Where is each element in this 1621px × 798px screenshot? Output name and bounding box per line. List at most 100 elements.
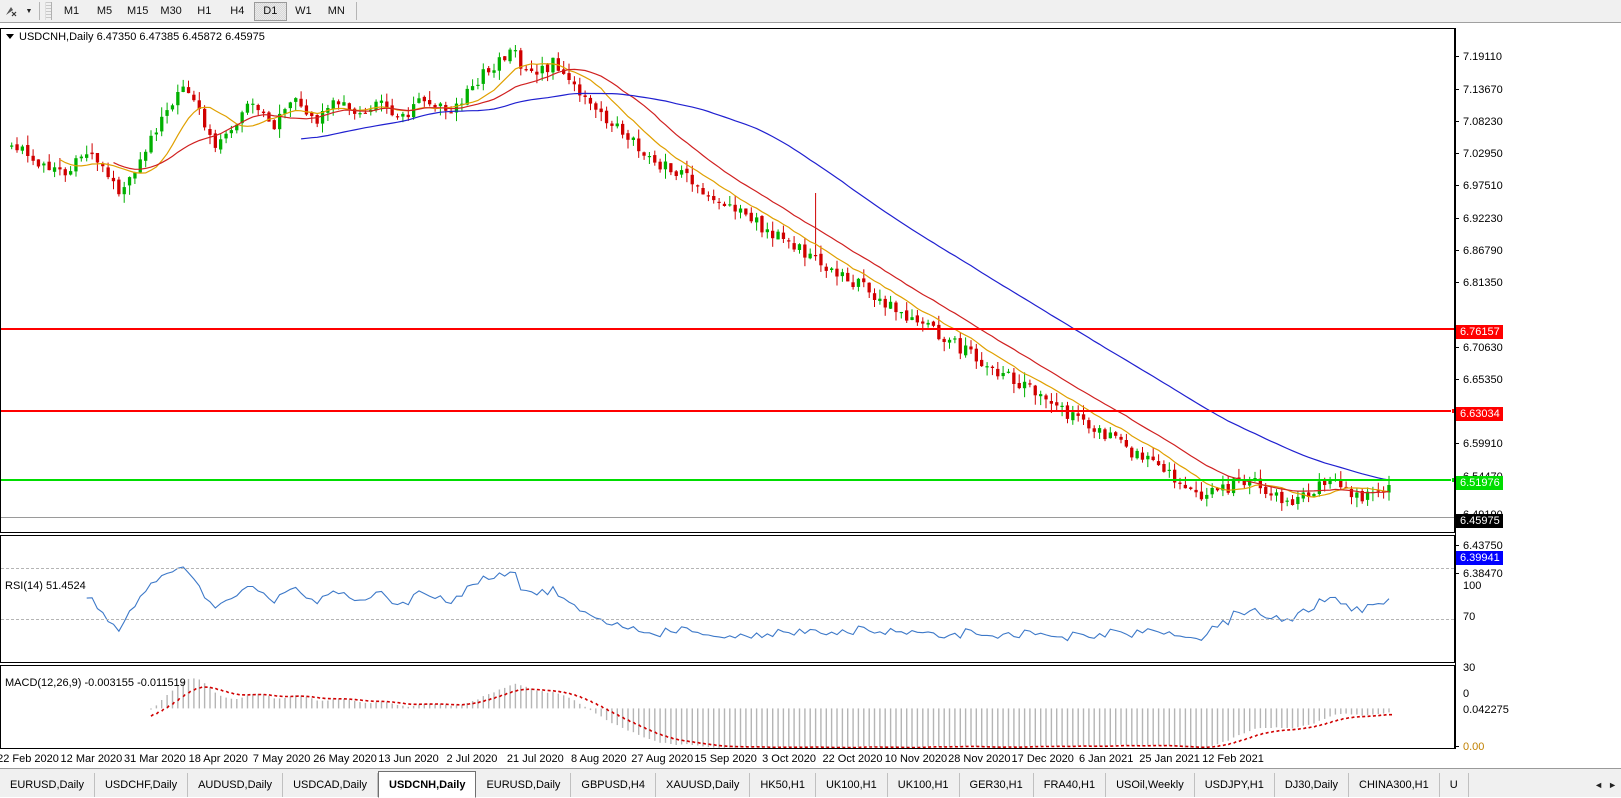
axis-tick-0: 7.19110 — [1455, 52, 1502, 63]
axis-tick-8: 6.70630 — [1455, 343, 1503, 354]
chart-tab-usoil-weekly[interactable]: USOil,Weekly — [1106, 773, 1195, 797]
axis-tick-2: 7.08230 — [1455, 117, 1503, 128]
macd-histogram-svg — [150, 678, 1392, 748]
dropdown-caret-icon[interactable]: ▼ — [25, 7, 33, 15]
rsi-axis-tick-100: 100 — [1463, 580, 1482, 592]
date-axis-label: 17 Dec 2020 — [1011, 753, 1074, 765]
chart-tab-xauusd-daily[interactable]: XAUUSD,Daily — [656, 773, 751, 797]
axis-tick-5: 6.92230 — [1455, 214, 1503, 225]
chart-tab-hk50-h1[interactable]: HK50,H1 — [750, 773, 816, 797]
axis-badge-current-price: 6.45975 — [1456, 514, 1503, 528]
axis-tick-6: 6.86790 — [1455, 246, 1503, 257]
timeframe-m15[interactable]: M15 — [127, 5, 149, 17]
axis-badge-support-1[interactable]: 6.51976 — [1456, 476, 1503, 490]
date-axis-label: 7 May 2020 — [252, 753, 311, 765]
level-line-6-51976[interactable] — [1, 477, 1454, 483]
timeframe-m30[interactable]: M30 — [160, 5, 182, 17]
timeframe-d1[interactable]: D1 — [253, 1, 287, 21]
axis-badge-resistance-2[interactable]: 6.63034 — [1456, 407, 1503, 421]
level-line-6-63034[interactable] — [1, 408, 1454, 414]
rsi-level-30 — [1, 619, 1454, 620]
axis-tick-9: 6.65350 — [1455, 375, 1503, 386]
tab-scroll-controls[interactable]: ◄ ► — [1590, 773, 1621, 797]
price-candles-svg — [10, 45, 1391, 511]
axis-tick-3: 7.02950 — [1455, 149, 1503, 160]
macd-axis-tick-zero: 0.00 — [1455, 742, 1484, 753]
date-axis-label: 6 Jan 2021 — [1078, 753, 1134, 765]
date-axis-label: 13 Jun 2020 — [378, 753, 439, 765]
date-axis-label: 27 Aug 2020 — [631, 753, 694, 765]
tab-scroll-right-icon[interactable]: ► — [1608, 780, 1617, 790]
level-line-current-price — [1, 517, 1454, 518]
date-axis-label: 25 Jan 2021 — [1139, 753, 1200, 765]
chart-area[interactable]: USDCNH,Daily 6.47350 6.47385 6.45872 6.4… — [0, 23, 1621, 796]
timeframe-h1[interactable]: H1 — [197, 5, 212, 17]
chart-tab-ger30-h1[interactable]: GER30,H1 — [960, 773, 1034, 797]
date-axis-label: 31 Mar 2020 — [123, 753, 186, 765]
toolbar-drag-grip[interactable] — [45, 2, 52, 20]
date-axis-label: 10 Nov 2020 — [884, 753, 948, 765]
chart-tab-dj30-daily[interactable]: DJ30,Daily — [1275, 773, 1350, 797]
axis-badge-support-2[interactable]: 6.39941 — [1456, 551, 1503, 565]
rsi-level-70 — [1, 568, 1454, 569]
chart-tab-usdcad-daily[interactable]: USDCAD,Daily — [283, 773, 379, 797]
toolbar-separator — [39, 2, 40, 20]
axis-tick-4: 6.97510 — [1455, 181, 1503, 192]
chart-tab-usdchf-daily[interactable]: USDCHF,Daily — [95, 773, 189, 797]
timeframe-h4[interactable]: H4 — [230, 5, 245, 17]
rsi-axis-tick-30: 30 — [1463, 662, 1476, 674]
timeframe-mn[interactable]: MN — [327, 5, 345, 17]
macd-pane[interactable]: MACD(12,26,9) -0.003155 -0.011519 — [0, 665, 1455, 749]
top-toolbar: ▼ M1 M5 M15 M30 H1 H4 D1 W1 MN — [0, 0, 1621, 23]
axis-tick-14: 6.38470 — [1455, 569, 1503, 580]
axis-vertical-line — [1455, 28, 1456, 749]
date-axis-label: 26 May 2020 — [313, 753, 377, 765]
date-axis-label: 8 Aug 2020 — [570, 753, 627, 765]
timeframe-w1[interactable]: W1 — [295, 5, 312, 17]
level-line-6-76157[interactable] — [1, 328, 1454, 330]
chart-tab-bar[interactable]: EURUSD,Daily USDCHF,Daily AUDUSD,Daily USDC… — [0, 768, 1621, 798]
chart-tab-eurusd-daily[interactable]: EURUSD,Daily — [0, 773, 95, 797]
rsi-line-svg — [86, 566, 1390, 642]
date-axis-label: 21 Jul 2020 — [506, 753, 564, 765]
date-axis-label: 18 Apr 2020 — [188, 753, 248, 765]
rsi-axis-tick-0: 0 — [1463, 688, 1470, 700]
chart-tab-audusd-daily[interactable]: AUDUSD,Daily — [188, 773, 284, 797]
rsi-indicator-label: RSI(14) 51.4524 — [5, 580, 86, 592]
axis-tick-7: 6.81350 — [1455, 278, 1503, 289]
axis-badge-resistance-1[interactable]: 6.76157 — [1456, 325, 1503, 339]
chart-tab-usdjpy-h1[interactable]: USDJPY,H1 — [1195, 773, 1275, 797]
date-axis-label: 22 Feb 2020 — [0, 753, 59, 765]
chart-tab-eurusd-daily[interactable]: EURUSD,Daily — [476, 773, 572, 797]
cursor-crosshair-icon[interactable] — [0, 1, 22, 21]
chart-tab-china300-h1[interactable]: CHINA300,H1 — [1349, 773, 1440, 797]
axis-tick-10: 6.59910 — [1455, 439, 1503, 450]
date-axis-label: 3 Oct 2020 — [762, 753, 816, 765]
chart-tab-u[interactable]: U — [1440, 773, 1469, 797]
toolbar-separator-2 — [355, 2, 357, 20]
price-pane[interactable]: USDCNH,Daily 6.47350 6.47385 6.45872 6.4… — [0, 28, 1455, 533]
date-axis-label: 12 Feb 2021 — [1202, 753, 1264, 765]
axis-tick-1: 7.13670 — [1455, 85, 1503, 96]
date-axis-label: 12 Mar 2020 — [60, 753, 123, 765]
symbol-collapse-caret-icon[interactable] — [6, 34, 14, 39]
timeframe-m1[interactable]: M1 — [63, 5, 80, 17]
price-axis[interactable]: 7.19110 7.13670 7.08230 7.02950 6.97510 … — [1455, 28, 1621, 796]
chart-tab-uk100-h1[interactable]: UK100,H1 — [816, 773, 888, 797]
date-axis: 22 Feb 2020 12 Mar 2020 31 Mar 2020 18 Apr … — [0, 749, 1455, 768]
rsi-axis-tick-70: 70 — [1463, 611, 1476, 623]
date-axis-label: 28 Nov 2020 — [948, 753, 1011, 765]
rsi-pane[interactable]: RSI(14) 51.4524 — [0, 535, 1455, 663]
chart-tab-fra40-h1[interactable]: FRA40,H1 — [1034, 773, 1107, 797]
chart-tab-uk100-h1[interactable]: UK100,H1 — [888, 773, 960, 797]
date-axis-label: 15 Sep 2020 — [694, 753, 757, 765]
tab-scroll-left-icon[interactable]: ◄ — [1594, 780, 1604, 790]
macd-axis-tick-max: 0.042275 — [1463, 704, 1509, 716]
chart-tab-usdcnh-daily[interactable]: USDCNH,Daily — [378, 771, 477, 798]
macd-indicator-label: MACD(12,26,9) -0.003155 -0.011519 — [5, 677, 186, 689]
timeframe-m5[interactable]: M5 — [96, 5, 113, 17]
symbol-ohlc-label: USDCNH,Daily 6.47350 6.47385 6.45872 6.4… — [19, 31, 265, 43]
chart-tab-gbpusd-h4[interactable]: GBPUSD,H4 — [571, 773, 656, 797]
axis-tick-13: 6.43750 — [1455, 541, 1503, 552]
date-axis-label: 22 Oct 2020 — [822, 753, 883, 765]
